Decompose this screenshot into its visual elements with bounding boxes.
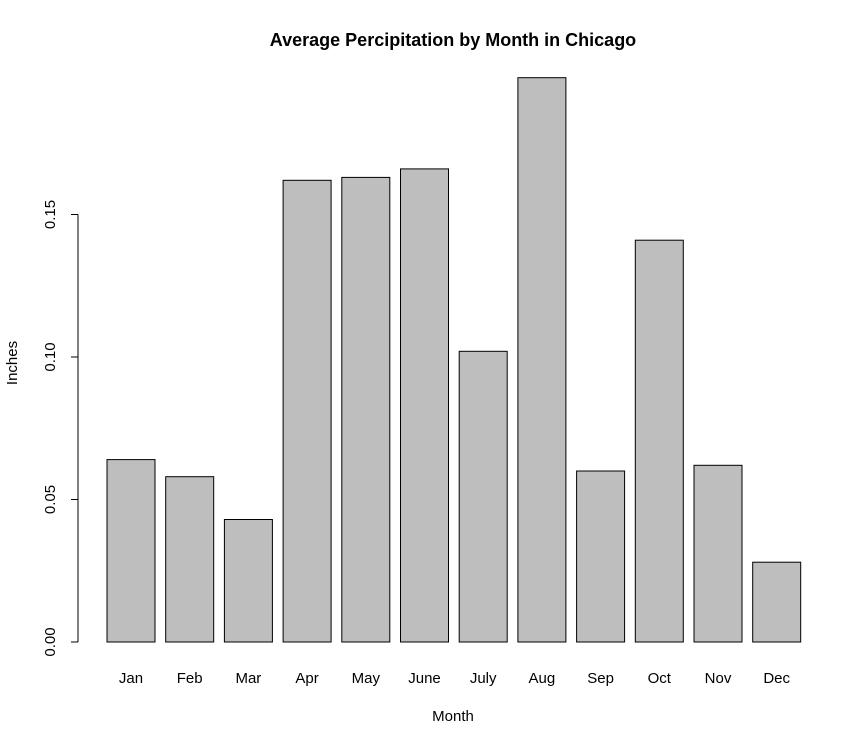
y-tick-label: 0.05	[42, 485, 59, 514]
x-tick-label: May	[352, 670, 381, 687]
x-tick-labels: Jan Feb Mar Apr May June July Aug Sep Oct Nov Dec	[119, 670, 791, 687]
bar-dec	[752, 561, 802, 643]
y-axis: 0.00 0.05 0.10 0.15	[42, 200, 79, 657]
x-tick-label: July	[470, 670, 497, 687]
y-axis-label: Inches	[4, 341, 21, 385]
x-tick-label: Oct	[648, 670, 672, 687]
x-tick-label: Jan	[119, 670, 143, 687]
bar-sep	[576, 470, 626, 643]
y-tick-label: 0.00	[42, 627, 59, 656]
x-axis-label: Month	[432, 708, 474, 725]
bar-feb	[165, 476, 215, 643]
bar-nov	[693, 464, 743, 643]
x-tick-label: Feb	[177, 670, 203, 687]
y-tick-label: 0.10	[42, 342, 59, 371]
x-tick-label: Sep	[587, 670, 614, 687]
bar-mar	[223, 519, 273, 643]
bar-jan	[106, 459, 156, 643]
bar-may	[341, 176, 391, 643]
x-tick-label: Nov	[705, 670, 732, 687]
x-tick-label: Mar	[235, 670, 261, 687]
y-tick-label: 0.15	[42, 200, 59, 229]
x-tick-label: Dec	[763, 670, 790, 687]
x-tick-label: Aug	[529, 670, 556, 687]
bar-july	[458, 350, 508, 643]
bar-oct	[634, 239, 684, 643]
bar-apr	[282, 179, 332, 643]
x-tick-label: Apr	[295, 670, 318, 687]
bars-group	[106, 77, 802, 643]
bar-june	[400, 168, 449, 643]
x-tick-label: June	[408, 670, 441, 687]
bar-aug	[517, 77, 567, 643]
chart-title: Average Percipitation by Month in Chicag…	[270, 30, 636, 50]
